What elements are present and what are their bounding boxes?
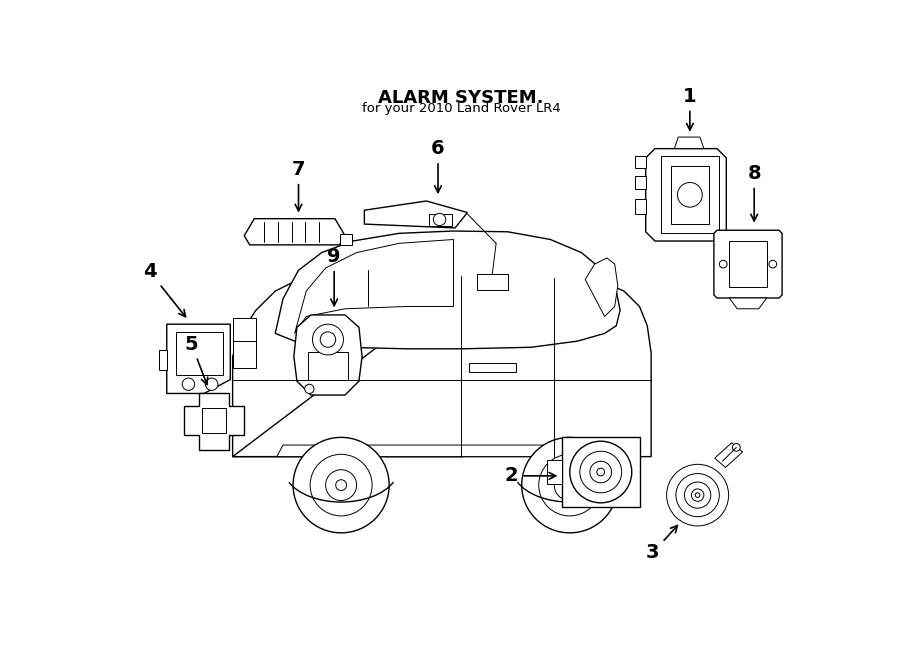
Polygon shape xyxy=(634,156,645,168)
Text: 7: 7 xyxy=(292,160,305,211)
Circle shape xyxy=(691,489,704,501)
Circle shape xyxy=(667,464,729,526)
Circle shape xyxy=(678,182,702,207)
Circle shape xyxy=(580,451,622,493)
Circle shape xyxy=(676,473,719,517)
Text: 1: 1 xyxy=(683,87,697,130)
Circle shape xyxy=(696,493,700,498)
Circle shape xyxy=(326,470,356,500)
Polygon shape xyxy=(364,201,467,228)
Text: for your 2010 Land Rover LR4: for your 2010 Land Rover LR4 xyxy=(362,102,561,116)
Polygon shape xyxy=(674,137,704,149)
Polygon shape xyxy=(244,219,345,245)
Polygon shape xyxy=(662,156,718,233)
Circle shape xyxy=(305,384,314,393)
Polygon shape xyxy=(546,461,562,484)
Polygon shape xyxy=(166,324,230,393)
Polygon shape xyxy=(293,315,362,395)
Polygon shape xyxy=(670,165,709,224)
Polygon shape xyxy=(275,231,620,349)
Text: 6: 6 xyxy=(431,139,445,192)
Circle shape xyxy=(685,482,711,508)
Polygon shape xyxy=(634,199,645,214)
Circle shape xyxy=(733,444,740,451)
Polygon shape xyxy=(469,363,516,372)
Circle shape xyxy=(564,480,575,490)
Polygon shape xyxy=(729,241,767,288)
Polygon shape xyxy=(477,274,508,290)
Circle shape xyxy=(434,214,446,225)
Polygon shape xyxy=(159,350,166,370)
Circle shape xyxy=(320,332,336,347)
Text: 4: 4 xyxy=(143,262,185,317)
Circle shape xyxy=(570,442,632,503)
Circle shape xyxy=(182,378,194,391)
Polygon shape xyxy=(428,214,452,225)
Polygon shape xyxy=(562,438,640,507)
Polygon shape xyxy=(729,298,767,309)
Polygon shape xyxy=(645,149,726,241)
Polygon shape xyxy=(277,445,623,457)
Polygon shape xyxy=(232,270,461,457)
Circle shape xyxy=(310,454,372,516)
Circle shape xyxy=(522,438,617,533)
Text: 8: 8 xyxy=(747,164,761,221)
Circle shape xyxy=(312,324,344,355)
Polygon shape xyxy=(715,443,742,467)
Text: 5: 5 xyxy=(184,334,208,385)
Circle shape xyxy=(336,480,346,490)
Circle shape xyxy=(590,461,612,483)
Polygon shape xyxy=(585,258,617,317)
Circle shape xyxy=(293,438,389,533)
Circle shape xyxy=(719,260,727,268)
Polygon shape xyxy=(294,239,454,333)
Polygon shape xyxy=(232,318,256,368)
Text: ALARM SYSTEM.: ALARM SYSTEM. xyxy=(379,89,544,106)
Polygon shape xyxy=(714,230,782,298)
Circle shape xyxy=(597,468,605,476)
Circle shape xyxy=(769,260,777,268)
Polygon shape xyxy=(184,393,244,450)
Polygon shape xyxy=(202,408,227,433)
Circle shape xyxy=(205,378,218,391)
Polygon shape xyxy=(308,352,348,379)
Polygon shape xyxy=(339,234,352,245)
Polygon shape xyxy=(634,176,645,188)
Text: 9: 9 xyxy=(328,247,341,305)
Polygon shape xyxy=(232,276,651,457)
Circle shape xyxy=(539,454,601,516)
Text: 2: 2 xyxy=(505,467,556,485)
Circle shape xyxy=(554,470,585,500)
Text: 3: 3 xyxy=(646,525,678,563)
Polygon shape xyxy=(176,332,222,375)
